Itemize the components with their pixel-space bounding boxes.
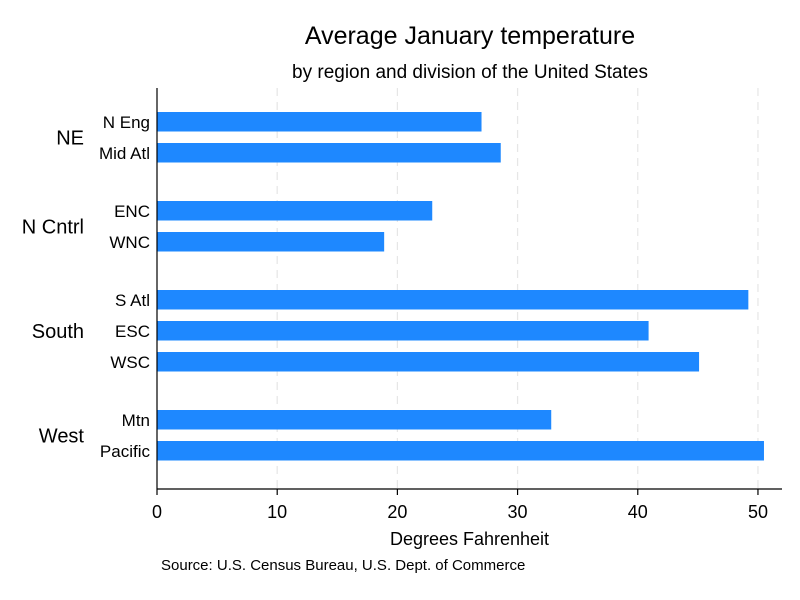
category-label: N Eng: [103, 113, 150, 132]
x-tick-label: 0: [152, 502, 162, 522]
bar: [157, 321, 649, 341]
category-label: WSC: [110, 353, 150, 372]
group-label: N Cntrl: [22, 216, 84, 238]
bar: [157, 112, 482, 132]
chart-subtitle: by region and division of the United Sta…: [292, 62, 648, 83]
x-tick-label: 20: [387, 502, 407, 522]
category-label: ESC: [115, 322, 150, 341]
bar: [157, 290, 749, 310]
category-label: WNC: [109, 233, 150, 252]
bar: [157, 232, 385, 252]
x-tick-label: 30: [508, 502, 528, 522]
bar: [157, 201, 433, 221]
x-tick-label: 10: [267, 502, 287, 522]
x-tick-label: 50: [748, 502, 768, 522]
category-label: S Atl: [115, 291, 150, 310]
source-note: Source: U.S. Census Bureau, U.S. Dept. o…: [161, 557, 526, 574]
x-tick-label: 40: [628, 502, 648, 522]
bar: [157, 143, 501, 163]
chart-title: Average January temperature: [304, 22, 636, 50]
bar: [157, 410, 552, 430]
category-label: Mtn: [122, 411, 150, 430]
bar: [157, 441, 764, 461]
category-label: ENC: [114, 202, 150, 221]
group-label: NE: [56, 127, 84, 149]
category-label: Pacific: [100, 442, 151, 461]
bar: [157, 352, 700, 372]
group-label: West: [39, 425, 85, 447]
group-label: South: [32, 321, 84, 343]
category-label: Mid Atl: [99, 144, 150, 163]
x-axis-label: Degrees Fahrenheit: [389, 529, 550, 549]
